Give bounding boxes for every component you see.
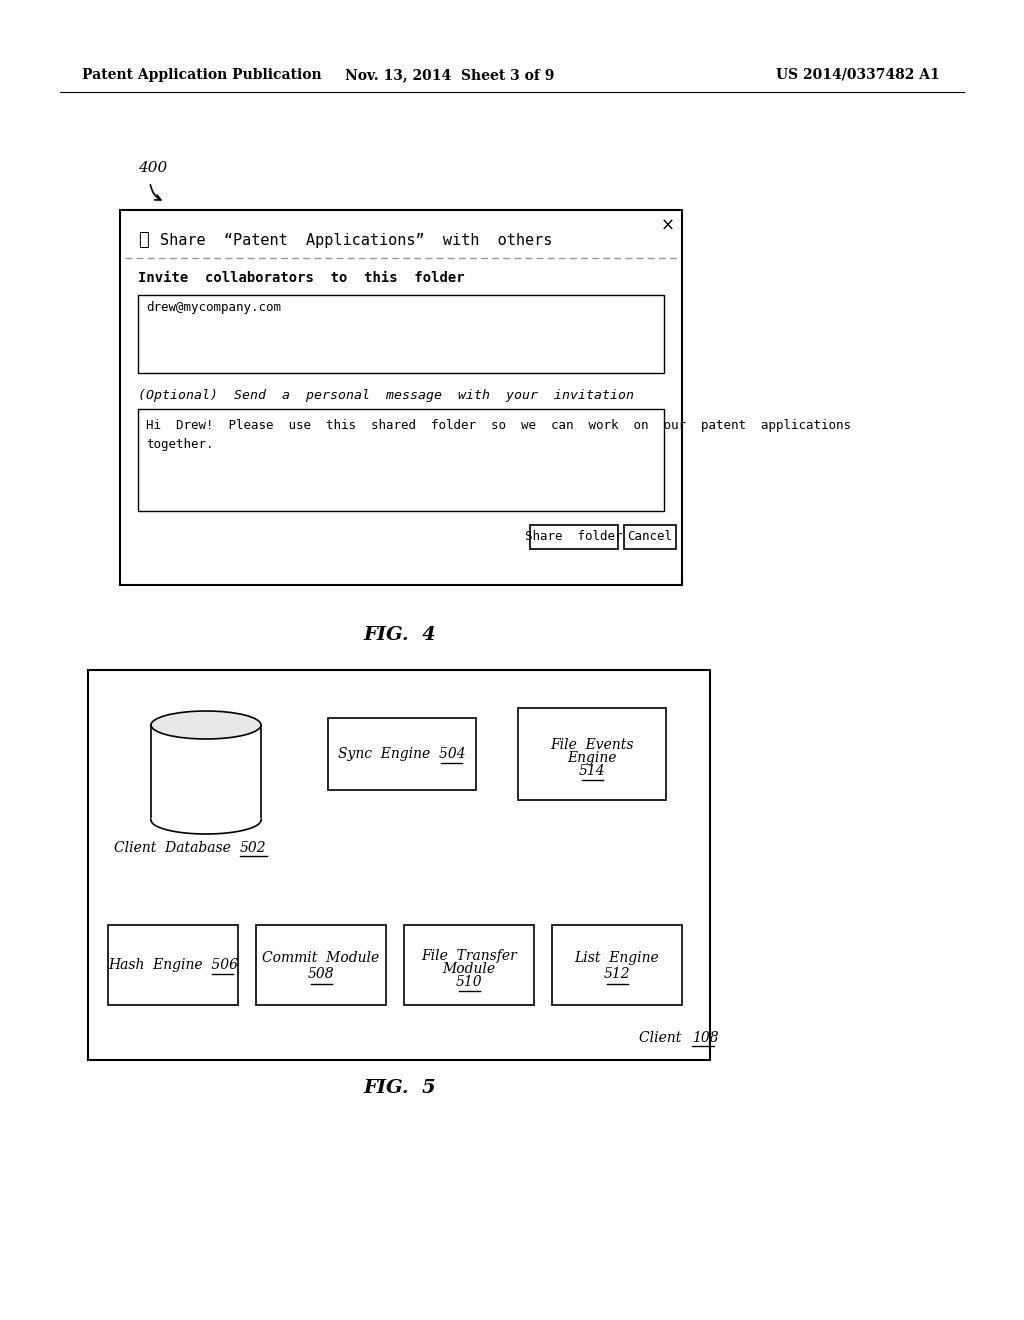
Text: Cancel: Cancel bbox=[628, 531, 673, 544]
Text: ⎘: ⎘ bbox=[138, 231, 148, 249]
Bar bbox=[404, 925, 534, 1005]
Text: Sync  Engine  504: Sync Engine 504 bbox=[338, 747, 466, 762]
Text: 508: 508 bbox=[307, 968, 334, 981]
Ellipse shape bbox=[151, 807, 261, 834]
Text: (Optional)  Send  a  personal  message  with  your  invitation: (Optional) Send a personal message with … bbox=[138, 388, 634, 401]
Text: Share  “Patent  Applications”  with  others: Share “Patent Applications” with others bbox=[160, 232, 552, 248]
Bar bbox=[530, 525, 618, 549]
Text: Share  folder: Share folder bbox=[525, 531, 623, 544]
Bar bbox=[138, 409, 664, 511]
Text: drew@mycompany.com: drew@mycompany.com bbox=[146, 301, 281, 314]
Text: Engine: Engine bbox=[567, 751, 616, 766]
Bar bbox=[108, 925, 238, 1005]
Text: ×: × bbox=[662, 216, 675, 235]
Bar bbox=[328, 718, 476, 789]
Text: Hash  Engine  506: Hash Engine 506 bbox=[108, 958, 238, 972]
Text: Invite  collaborators  to  this  folder: Invite collaborators to this folder bbox=[138, 271, 465, 285]
Text: 512: 512 bbox=[604, 968, 631, 981]
Bar bbox=[88, 671, 710, 1060]
Text: 400: 400 bbox=[138, 161, 167, 176]
Text: Hi  Drew!  Please  use  this  shared  folder  so  we  can  work  on  our  patent: Hi Drew! Please use this shared folder s… bbox=[146, 418, 851, 451]
Ellipse shape bbox=[151, 711, 261, 739]
Bar bbox=[518, 708, 666, 800]
Text: Commit  Module: Commit Module bbox=[262, 950, 380, 965]
Text: Client  Database: Client Database bbox=[114, 841, 240, 855]
Bar bbox=[552, 925, 682, 1005]
Bar bbox=[256, 925, 386, 1005]
Bar bbox=[138, 294, 664, 374]
Text: Patent Application Publication: Patent Application Publication bbox=[82, 69, 322, 82]
Text: 108: 108 bbox=[692, 1031, 719, 1045]
Text: FIG.  5: FIG. 5 bbox=[364, 1078, 436, 1097]
Text: 514: 514 bbox=[579, 764, 605, 777]
Text: Module: Module bbox=[442, 962, 496, 975]
Text: File  Events: File Events bbox=[550, 738, 634, 752]
Text: List  Engine: List Engine bbox=[574, 950, 659, 965]
Text: Nov. 13, 2014  Sheet 3 of 9: Nov. 13, 2014 Sheet 3 of 9 bbox=[345, 69, 555, 82]
Text: File  Transfer: File Transfer bbox=[421, 949, 517, 964]
Text: 510: 510 bbox=[456, 975, 482, 989]
Bar bbox=[120, 210, 682, 585]
Text: FIG.  4: FIG. 4 bbox=[364, 626, 436, 644]
Text: Client: Client bbox=[639, 1031, 690, 1045]
Bar bbox=[624, 525, 676, 549]
Text: US 2014/0337482 A1: US 2014/0337482 A1 bbox=[776, 69, 940, 82]
Text: 502: 502 bbox=[240, 841, 266, 855]
